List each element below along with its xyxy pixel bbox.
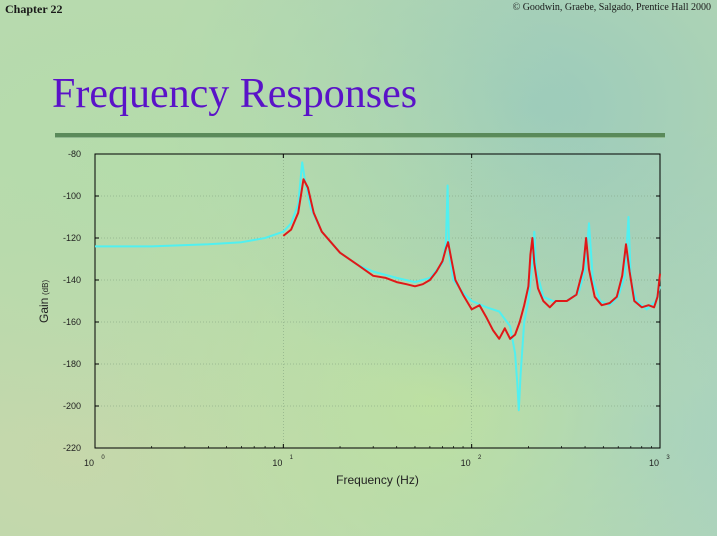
x-tick-exponent: 3 bbox=[666, 455, 670, 461]
plot-frame bbox=[94, 153, 661, 449]
y-tick-label: -220 bbox=[63, 443, 81, 453]
series-line-0 bbox=[95, 161, 661, 412]
y-axis-label: Gain (dB) bbox=[37, 280, 51, 323]
slide-title: Frequency Responses bbox=[52, 71, 418, 117]
y-axis-ticks: -80 -100 -120 -140 -160 -180 -200 -220 bbox=[63, 149, 660, 453]
x-tick-exponent: 2 bbox=[478, 455, 482, 461]
x-axis-ticks: 10 0 10 1 10 2 10 3 bbox=[84, 154, 670, 468]
y-tick-label: -80 bbox=[68, 149, 81, 159]
copyright-notice: © Goodwin, Graebe, Salgado, Prentice Hal… bbox=[512, 2, 711, 13]
y-tick-label: -200 bbox=[63, 401, 81, 411]
x-tick-label: 10 bbox=[84, 458, 94, 468]
y-tick-label: -100 bbox=[63, 191, 81, 201]
y-axis-label-text: Gain bbox=[37, 298, 51, 323]
x-tick-label: 10 bbox=[272, 458, 282, 468]
x-tick-exponent: 1 bbox=[290, 455, 294, 461]
y-tick-label: -120 bbox=[63, 233, 81, 243]
data-series bbox=[95, 161, 661, 412]
y-tick-label: -140 bbox=[63, 275, 81, 285]
x-tick-label: 10 bbox=[461, 458, 471, 468]
y-tick-label: -180 bbox=[63, 359, 81, 369]
y-axis-label-unit: (dB) bbox=[41, 280, 50, 295]
series-line-1 bbox=[282, 178, 661, 340]
x-tick-exponent: 0 bbox=[101, 455, 105, 461]
y-tick-label: -160 bbox=[63, 317, 81, 327]
x-tick-label: 10 bbox=[649, 458, 659, 468]
x-axis-label: Frequency (Hz) bbox=[336, 473, 419, 487]
title-divider bbox=[55, 133, 665, 138]
chapter-label: Chapter 22 bbox=[5, 2, 63, 16]
chart-grid bbox=[95, 154, 660, 448]
